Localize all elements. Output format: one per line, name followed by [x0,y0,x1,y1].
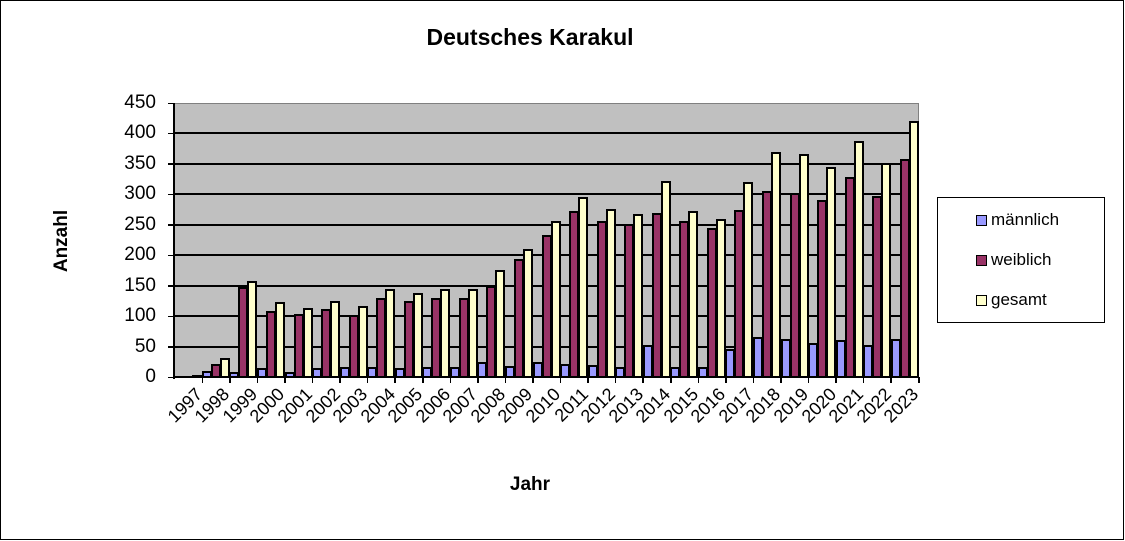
x-tick [477,377,479,383]
bar-2013-2 [633,213,644,377]
x-tick [504,377,507,383]
y-axis-label: Anzahl [51,209,72,273]
legend-item-gesamt: gesamt [976,290,1047,310]
y-tick [168,254,174,257]
bar-2002-2 [330,300,341,377]
bar-2018-2 [770,151,781,377]
bar-2017-2 [743,181,754,377]
bar-2016-2 [715,218,726,377]
bar-2022-2 [881,162,892,377]
legend-swatch-weiblich [976,254,987,266]
x-tick [366,377,369,383]
x-tick [835,377,837,383]
x-tick [697,377,700,383]
y-tick-label: 300 [124,183,156,205]
bar-2019-2 [798,153,809,377]
x-tick [614,377,617,383]
legend-item-weiblich: weiblich [976,250,1051,270]
x-tick [559,377,562,383]
x-tick [642,377,644,383]
x-tick [449,377,452,383]
bar-2023-2 [908,120,919,377]
x-tick [807,377,810,383]
y-tick-label: 50 [134,335,156,357]
x-tick [311,377,314,383]
y-tick [168,285,174,287]
legend-label: weiblich [991,250,1052,269]
gridline [174,132,918,135]
bar-2001-2 [302,307,313,377]
bar-2020-2 [826,166,837,377]
chart-title: Deutsches Karakul [426,24,634,50]
x-tick [780,377,782,383]
legend-swatch-gesamt [976,294,987,306]
legend-label: männlich [991,210,1060,229]
x-axis [173,376,919,378]
x-tick [918,377,920,383]
bar-2004-2 [385,288,396,377]
x-tick [201,377,204,383]
legend: männlich weiblich gesamt [937,197,1105,323]
x-tick [532,377,534,383]
bar-1999-2 [247,280,258,377]
x-axis-label: Jahr [509,474,551,495]
bar-2010-2 [550,220,561,377]
bar-1997-2 [192,374,203,377]
y-tick-label: 100 [124,305,156,327]
x-tick [725,377,727,383]
y-tick [168,102,174,104]
y-tick [168,193,174,196]
x-tick [339,377,341,383]
bar-1998-2 [219,357,230,377]
gridline [174,223,918,226]
x-tick [422,377,424,383]
y-tick-label: 200 [124,244,156,266]
bar-2011-2 [578,196,589,377]
y-tick [168,346,174,348]
x-tick [890,377,892,383]
y-tick-label: 250 [124,213,156,235]
y-tick-label: 400 [124,122,156,144]
bar-2015-2 [688,210,699,377]
legend-label: gesamt [991,290,1047,309]
x-tick [587,377,589,383]
bar-2012-2 [605,208,616,377]
bar-2000-2 [274,302,285,377]
gridline [174,193,918,196]
legend-item-maennlich: männlich [976,210,1059,230]
y-tick [168,376,174,378]
y-tick [168,224,174,226]
bar-2009-2 [522,248,533,377]
y-axis [173,103,175,379]
y-tick [168,132,174,135]
legend-swatch-maennlich [976,214,987,226]
y-tick [168,163,174,165]
bar-2005-2 [412,292,423,377]
bar-2008-2 [495,270,506,377]
y-tick-label: 150 [124,274,156,296]
y-tick-label: 0 [145,366,156,387]
y-tick [168,315,174,318]
x-tick [670,377,672,383]
bar-2006-2 [440,288,451,377]
bar-2021-2 [853,140,864,377]
y-tick-label: 450 [124,92,156,113]
gridline [174,162,918,165]
x-tick [394,377,396,383]
x-tick [229,377,231,383]
x-tick [284,377,286,383]
bar-2007-2 [467,288,478,377]
x-tick [752,377,755,383]
bar-2014-2 [660,180,671,377]
x-tick [862,377,865,383]
x-tick [256,377,259,383]
y-tick-label: 350 [124,152,156,174]
bar-2003-2 [357,305,368,377]
